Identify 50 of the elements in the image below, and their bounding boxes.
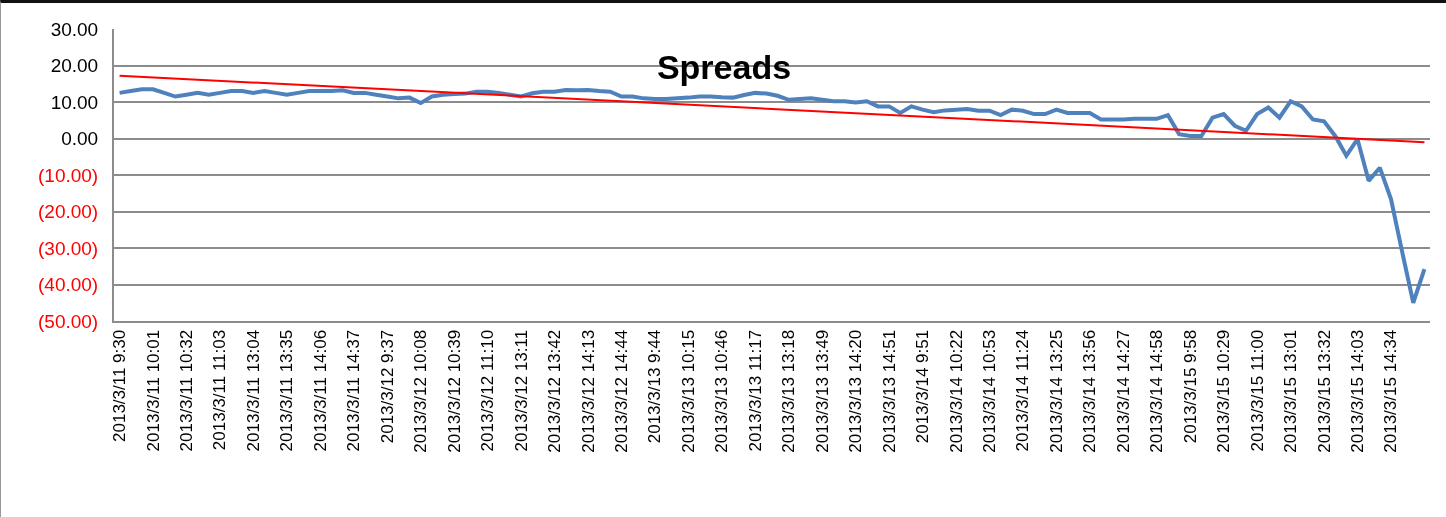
x-tick-label: 2013/3/11 11:03 <box>210 329 230 451</box>
y-tick-label: 0.00 <box>61 128 99 150</box>
x-tick-label: 2013/3/13 14:51 <box>879 329 899 453</box>
x-tick-label: 2013/3/13 13:49 <box>812 329 832 453</box>
x-tick-label: 2013/3/12 13:11 <box>511 329 531 452</box>
x-tick-label: 2013/3/14 10:22 <box>946 329 966 453</box>
line-series <box>117 87 1427 305</box>
x-tick-label: 2013/3/15 13:01 <box>1281 329 1301 453</box>
x-tick-label: 2013/3/13 9:44 <box>645 329 665 444</box>
x-tick-label: 2013/3/12 14:13 <box>578 329 598 453</box>
x-tick-label: 2013/3/11 13:35 <box>277 329 297 452</box>
y-tick-label: (30.00) <box>38 237 99 259</box>
y-tick-label: 30.00 <box>50 18 99 40</box>
text: Spreads <box>656 47 792 86</box>
x-tick-label: 2013/3/14 14:27 <box>1113 329 1133 453</box>
y-tick-label: (40.00) <box>38 274 99 296</box>
x-tick-label: 2013/3/15 14:34 <box>1381 329 1401 453</box>
y-tick-label: (10.00) <box>38 164 99 186</box>
x-tick-label: 2013/3/14 13:25 <box>1046 329 1066 453</box>
x-tick-label: 2013/3/13 13:18 <box>779 329 799 453</box>
x-tick-label: 2013/3/11 10:32 <box>177 329 197 452</box>
x-tick-label: 2013/3/13 11:17 <box>745 329 765 452</box>
x-tick-label: 2013/3/14 14:58 <box>1147 329 1167 453</box>
x-tick-label: 2013/3/13 10:15 <box>678 329 698 453</box>
y-tick-label: 20.00 <box>50 55 99 77</box>
x-tick-label: 2013/3/13 10:46 <box>712 329 732 453</box>
x-tick-label: 2013/3/13 14:20 <box>846 329 866 453</box>
x-tick-label: 2013/3/12 11:10 <box>478 329 498 452</box>
x-tick-label: 2013/3/12 13:42 <box>545 329 565 453</box>
x-tick-label: 2013/3/15 10:29 <box>1214 329 1234 453</box>
x-tick-label: 2013/3/11 14:06 <box>310 329 330 452</box>
x-tick-label: 2013/3/15 13:32 <box>1314 329 1334 453</box>
x-tick-label: 2013/3/12 10:39 <box>444 329 464 453</box>
x-tick-label: 2013/3/14 11:24 <box>1013 329 1033 452</box>
y-tick-label: 10.00 <box>50 91 99 113</box>
x-tick-label: 2013/3/14 13:56 <box>1080 329 1100 453</box>
x-tick-label: 2013/3/14 9:51 <box>913 329 933 444</box>
x-tick-label: 2013/3/11 14:37 <box>344 329 364 452</box>
x-tick-label: 2013/3/11 13:04 <box>243 329 263 452</box>
x-tick-label: 2013/3/15 11:00 <box>1247 329 1267 452</box>
x-tick-label: 2013/3/14 10:53 <box>979 329 999 453</box>
x-tick-label: 2013/3/11 9:30 <box>110 329 130 442</box>
x-tick-label: 2013/3/12 14:44 <box>611 329 631 453</box>
x-tick-label: 2013/3/12 10:08 <box>411 329 431 453</box>
y-tick-label: (20.00) <box>38 201 99 223</box>
x-tick-label: 2013/3/12 9:37 <box>377 329 397 444</box>
x-tick-label: 2013/3/15 9:58 <box>1180 329 1200 444</box>
x-tick-label: 2013/3/11 10:01 <box>143 329 163 452</box>
y-tick-label: (50.00) <box>38 310 99 332</box>
x-tick-label: 2013/3/15 14:03 <box>1348 329 1368 453</box>
